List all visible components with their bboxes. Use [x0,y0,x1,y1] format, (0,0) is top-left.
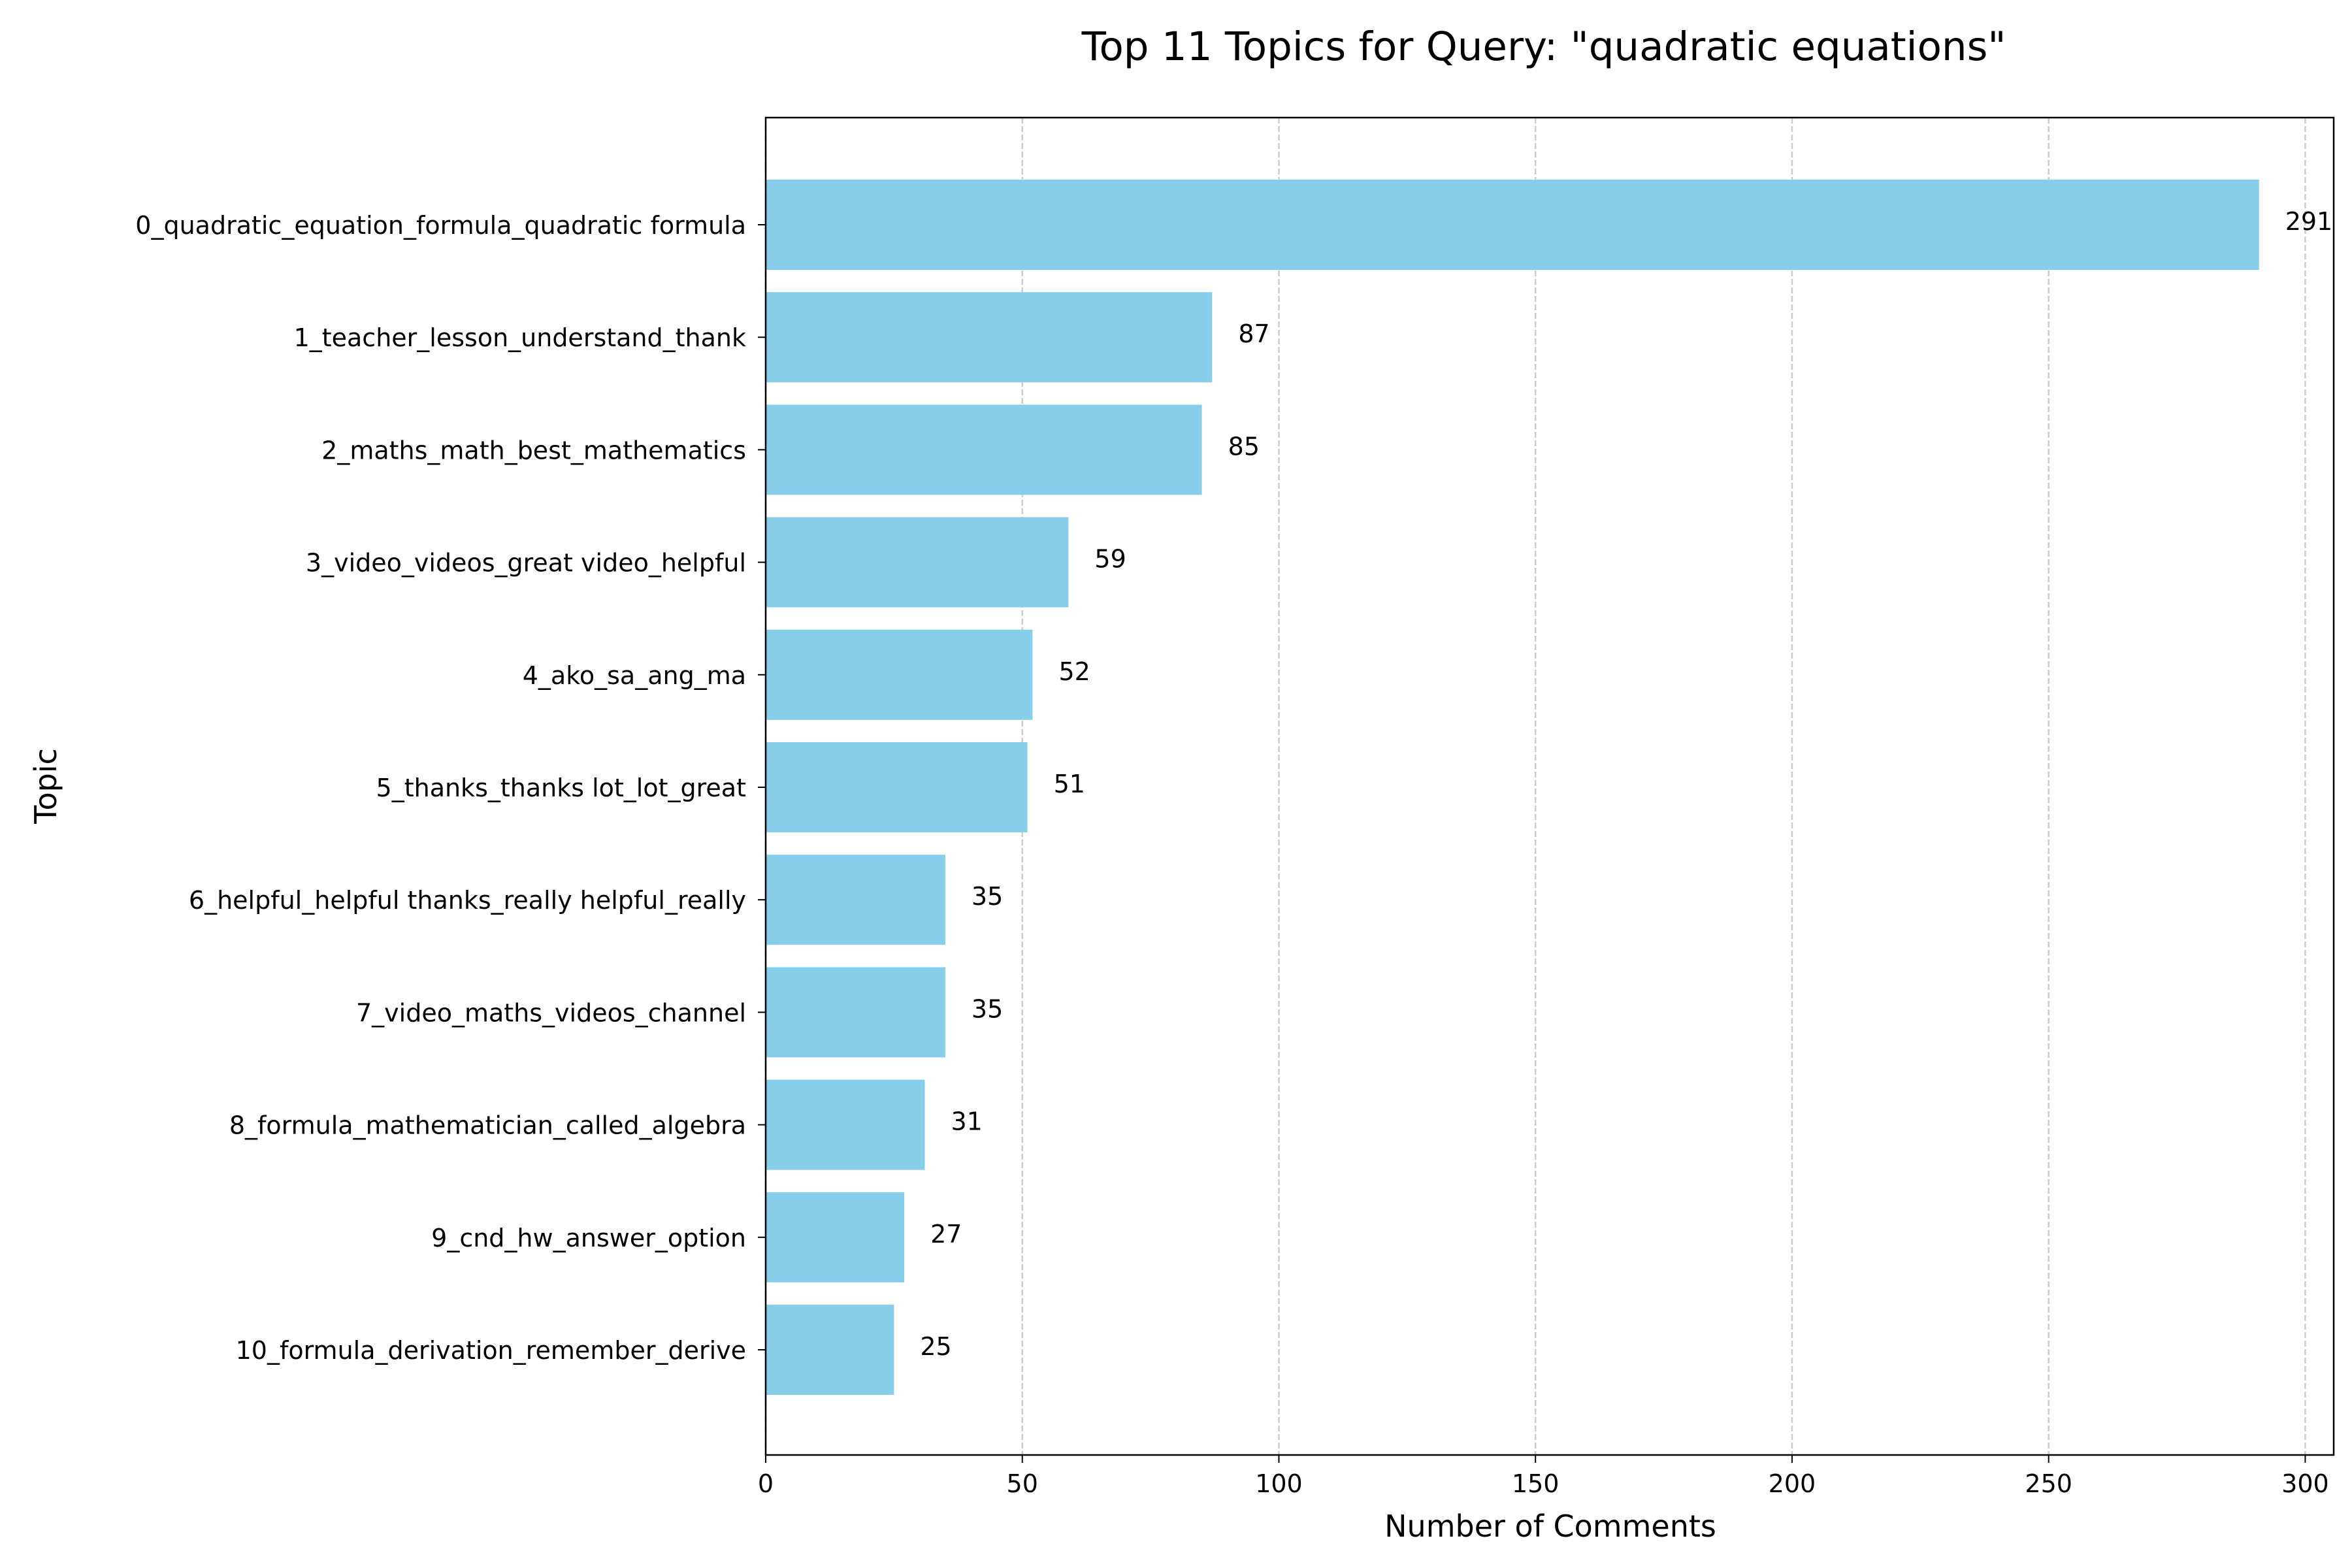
bar [766,517,1069,608]
chart-title: Top 11 Topics for Query: "quadratic equa… [1081,24,2006,70]
y-tick-label: 3_video_videos_great video_helpful [306,549,746,578]
data-label: 25 [920,1332,951,1361]
bar [766,292,1213,383]
y-tick-label: 4_ako_sa_ang_ma [523,661,746,690]
bar [766,404,1202,495]
bar [766,180,2259,270]
x-tick-label: 300 [2281,1469,2329,1498]
data-label: 27 [930,1220,962,1249]
y-tick-label: 10_formula_derivation_remember_derive [236,1336,746,1365]
y-tick-label: 6_helpful_helpful thanks_really helpful_… [189,886,746,915]
y-tick-label: 7_video_maths_videos_channel [356,998,746,1027]
x-tick-label: 200 [1769,1469,1816,1498]
x-tick-label: 250 [2025,1469,2072,1498]
y-tick-label: 5_thanks_thanks lot_lot_great [376,774,746,802]
y-axis-label: Topic [28,748,63,825]
data-label: 291 [2285,207,2333,236]
y-tick-label: 0_quadratic_equation_formula_quadratic f… [135,211,746,240]
x-tick-label: 0 [758,1469,774,1498]
plot-frame [764,116,2335,1456]
x-tick-label: 150 [1512,1469,1560,1498]
y-tick-label: 8_formula_mathematician_called_algebra [229,1111,746,1140]
data-labels: 291 87 85 59 52 51 35 35 31 27 25 [920,207,2332,1361]
data-label: 85 [1228,432,1260,461]
data-label: 59 [1094,545,1126,574]
bars [766,180,2259,1395]
bar [766,967,945,1058]
x-tick-label: 50 [1007,1469,1038,1498]
bar [766,1305,894,1395]
y-axis-ticks: 0_quadratic_equation_formula_quadratic f… [135,211,766,1365]
data-label: 51 [1054,770,1085,798]
bar [766,742,1028,832]
bar [766,1192,905,1282]
y-tick-label: 1_teacher_lesson_understand_thank [294,323,746,352]
x-tick-label: 100 [1255,1469,1303,1498]
data-label: 35 [972,882,1003,911]
data-label: 31 [951,1107,982,1136]
bar [766,629,1033,720]
x-axis-label: Number of Comments [1384,1509,1716,1544]
y-tick-label: 9_cnd_hw_answer_option [431,1224,746,1252]
data-label: 35 [972,994,1003,1023]
x-axis-ticks: 0 50 100 150 200 250 300 [758,1455,2329,1498]
bar [766,855,945,945]
data-label: 52 [1058,657,1090,686]
y-tick-label: 2_maths_math_best_mathematics [321,436,746,465]
data-label: 87 [1238,319,1269,348]
bar [766,1079,925,1170]
